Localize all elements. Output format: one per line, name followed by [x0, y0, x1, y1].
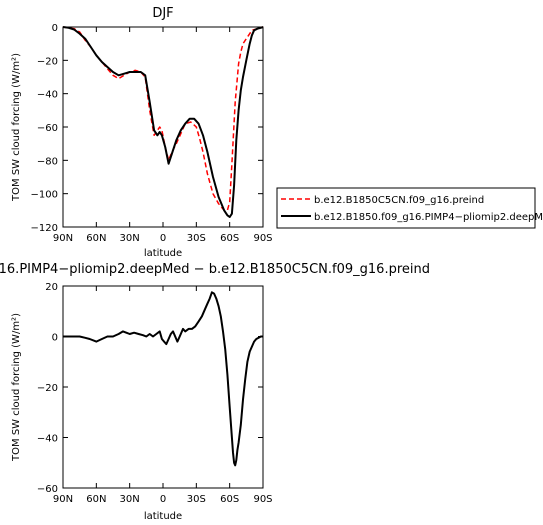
bottom-x-tick-label: 30N — [120, 494, 140, 505]
top-x-tick-label: 90N — [53, 233, 73, 244]
top-y-tick-label: −80 — [37, 156, 58, 167]
bottom-y-tick-label: 20 — [45, 282, 58, 293]
top-x-tick-label: 30N — [120, 233, 140, 244]
legend-item-preind: b.e12.B1850C5CN.f09_g16.preind — [314, 195, 484, 206]
top-y-tick-label: −100 — [31, 190, 58, 201]
bottom-x-tick-label: 60S — [220, 494, 239, 505]
bottom-x-tick-label: 90N — [53, 494, 73, 505]
bottom-x-axis-label: latitude — [144, 511, 182, 522]
top-y-tick-label: 0 — [52, 23, 58, 34]
bottom-y-tick-label: −40 — [37, 434, 58, 445]
legend-item-deepmed: b.e12.B1850.f09_g16.PIMP4−pliomip2.deepM… — [314, 212, 543, 223]
bottom-y-tick-label: −20 — [37, 383, 58, 394]
top-y-tick-label: −120 — [31, 223, 58, 234]
top-x-tick-label: 60S — [220, 233, 239, 244]
bottom-series-line-0 — [63, 291, 263, 467]
top-panel-title: DJF — [152, 6, 173, 21]
bottom-y-axis-label: TOM SW cloud forcing (W/m²) — [11, 313, 22, 462]
legend-box — [276, 187, 536, 229]
top-x-tick-label: 0 — [160, 233, 166, 244]
top-series-line-0 — [62, 26, 264, 212]
bottom-x-tick-label: 90S — [253, 494, 272, 505]
bottom-y-tick-label: −60 — [37, 484, 58, 495]
bottom-x-tick-label: 0 — [160, 494, 166, 505]
legend: b.e12.B1850C5CN.f09_g16.preind b.e12.B18… — [276, 187, 543, 229]
top-y-tick-label: −60 — [37, 123, 58, 134]
bottom-panel: b.e12.B1850.f09_g16.PIMP4−pliomip2.deepM… — [0, 262, 430, 522]
top-panel: DJF 90N 60N 30N 0 30S 60S 90S 0 −20 −40 −60 −80 −100… — [11, 6, 273, 259]
top-y-tick-label: −20 — [37, 56, 58, 67]
bottom-y-tick-label: 0 — [52, 333, 58, 344]
top-series-line-1 — [62, 26, 264, 218]
bottom-x-tick-label: 60N — [86, 494, 106, 505]
top-y-tick-label: −40 — [37, 90, 58, 101]
top-x-axis-label: latitude — [144, 248, 182, 259]
top-x-tick-label: 90S — [253, 233, 272, 244]
top-x-tick-label: 30S — [187, 233, 206, 244]
bottom-panel-title: b.e12.B1850.f09_g16.PIMP4−pliomip2.deepM… — [0, 262, 430, 277]
top-x-tick-label: 60N — [86, 233, 106, 244]
top-y-axis-label: TOM SW cloud forcing (W/m²) — [11, 53, 22, 202]
bottom-x-tick-label: 30S — [187, 494, 206, 505]
